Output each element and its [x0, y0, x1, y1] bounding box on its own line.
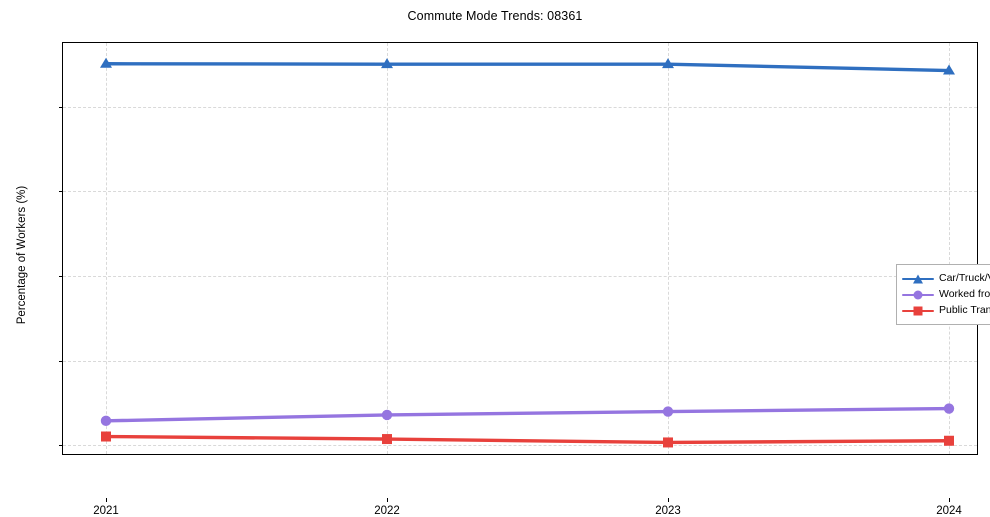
y-tick-mark: [59, 191, 63, 193]
data-point-marker: [381, 58, 393, 69]
x-tick-mark: [387, 498, 388, 502]
data-point-marker: [943, 64, 955, 75]
data-point-marker: [663, 437, 673, 448]
x-tick-mark: [668, 498, 669, 502]
series-line: [104, 434, 951, 445]
y-tick-mark: [59, 275, 63, 277]
x-tick-mark: [106, 498, 107, 502]
series-2: [100, 403, 955, 427]
gridline-horizontal: [63, 191, 977, 193]
data-point-marker: [662, 58, 674, 69]
series-line: [104, 62, 951, 73]
x-tick-label: 2021: [93, 505, 119, 517]
series-lines: [100, 57, 955, 448]
data-point-marker: [943, 403, 955, 414]
chart-title: Commute Mode Trends: 08361: [407, 9, 583, 23]
legend-marker-triangle-up-icon: [913, 274, 923, 283]
y-tick-mark: [59, 106, 63, 108]
legend-label: Worked from Home: [939, 288, 990, 300]
series-3: [101, 431, 954, 448]
chart-figure: Commute Mode Trends: 08361 Percentage of…: [16, 9, 990, 517]
gridline-horizontal: [63, 445, 977, 447]
y-tick-mark: [59, 445, 63, 447]
legend-item-2[interactable]: Worked from Home: [902, 287, 990, 302]
legend-swatch: [902, 272, 934, 286]
x-tick-label: 2022: [374, 505, 400, 517]
gridline-horizontal: [63, 106, 977, 108]
x-tick-label: 2023: [655, 505, 681, 517]
chart-legend[interactable]: Car/Truck/Van Worked from Home Public Tran…: [896, 264, 990, 325]
data-point-marker: [100, 415, 112, 427]
data-point-marker: [381, 409, 393, 421]
legend-marker-square-icon: [913, 306, 923, 315]
series-1: [100, 57, 955, 75]
gridline-vertical: [668, 43, 669, 454]
gridline-horizontal: [63, 275, 977, 277]
x-tick-mark: [949, 498, 950, 502]
x-tick-label: 2024: [936, 505, 962, 517]
data-point-marker: [100, 57, 112, 68]
legend-marker-circle-icon: [913, 290, 923, 299]
legend-label: Public Transportation: [939, 304, 990, 316]
series-line: [104, 406, 951, 423]
legend-item-3[interactable]: Public Transportation: [902, 303, 990, 318]
legend-item-1[interactable]: Car/Truck/Van: [902, 271, 990, 286]
gridline-vertical: [106, 43, 107, 454]
legend-swatch: [902, 288, 934, 302]
gridline-horizontal: [63, 360, 977, 362]
gridline-vertical: [949, 43, 950, 454]
data-point-marker: [944, 435, 954, 446]
data-point-marker: [382, 434, 392, 445]
y-axis-label: Percentage of Workers (%): [16, 185, 28, 325]
legend-swatch: [902, 304, 934, 318]
legend-label: Car/Truck/Van: [939, 272, 990, 284]
data-point-marker: [662, 406, 674, 417]
data-point-marker: [101, 431, 111, 442]
y-tick-mark: [59, 360, 63, 362]
gridline-vertical: [387, 43, 388, 454]
